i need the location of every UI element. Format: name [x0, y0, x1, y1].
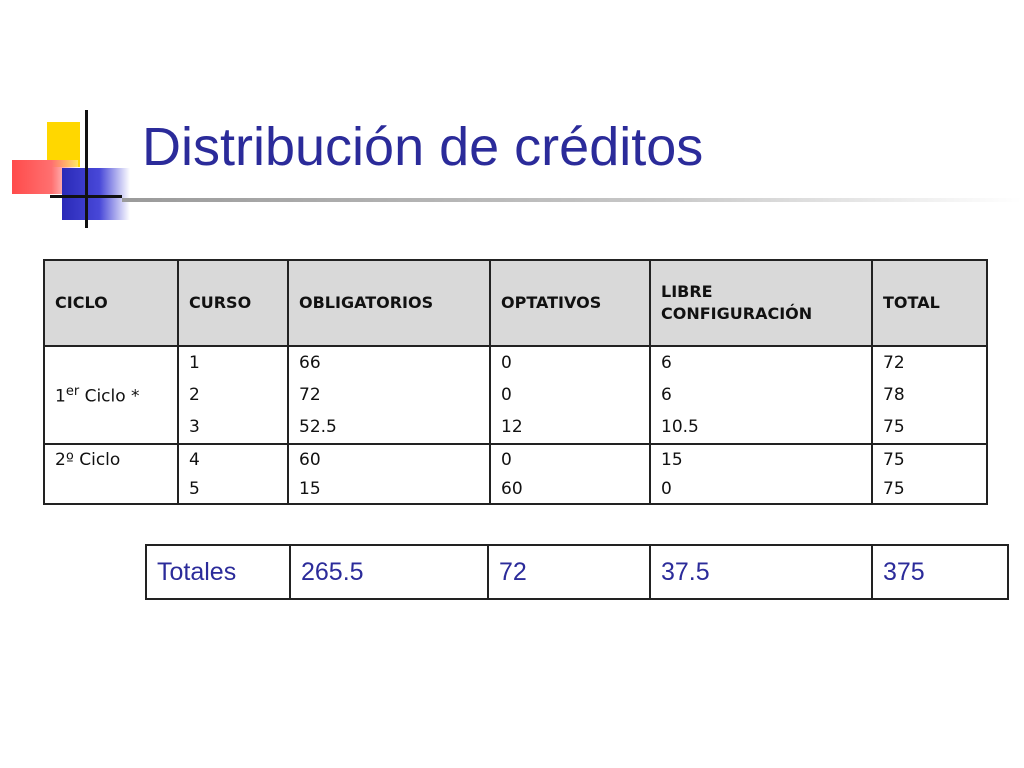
cell-libre: 0	[649, 474, 873, 504]
totals-total: 375	[871, 544, 1009, 600]
cell-total: 75	[871, 411, 988, 444]
cell-curso: 2	[177, 379, 289, 411]
ciclo2-group: 2º Ciclo 4 60 0 15 75 5 15 60 0 75	[43, 443, 988, 504]
totals-label: Totales	[145, 544, 291, 600]
cell-optativos: 12	[489, 411, 651, 444]
cell-obligatorios: 60	[287, 443, 491, 474]
cell-curso: 5	[177, 474, 289, 504]
table-row: 1er Ciclo * 1 66 0 6 72	[43, 346, 988, 444]
cell-libre: 15	[649, 443, 873, 474]
logo-vertical-line	[85, 110, 88, 228]
cell-curso: 4	[177, 443, 289, 474]
header-ciclo: CICLO	[43, 259, 179, 347]
logo-yellow-square	[47, 122, 80, 167]
ciclo2-label: 2º Ciclo	[43, 443, 179, 504]
cell-libre: 6	[649, 379, 873, 411]
cell-total: 75	[871, 474, 988, 504]
totals-optativos: 72	[487, 544, 651, 600]
cell-optativos: 0	[489, 379, 651, 411]
header-optativos: OPTATIVOS	[489, 259, 651, 347]
cell-total: 75	[871, 443, 988, 474]
table-row: 3 52.5 12 10.5 75	[44, 411, 988, 444]
cell-optativos: 0	[489, 443, 651, 474]
totals-row: Totales 265.5 72 37.5 375	[145, 544, 1009, 600]
cell-libre: 10.5	[649, 411, 873, 444]
cell-total: 72	[871, 346, 988, 379]
header-obligatorios: OBLIGATORIOS	[287, 259, 491, 347]
header-libre-line1: LIBRE	[661, 282, 713, 301]
credits-header-row: CICLO CURSO OBLIGATORIOS OPTATIVOS LIBRE…	[43, 259, 988, 347]
table-row: 5 15 60 0 75	[44, 474, 988, 504]
header-total: TOTAL	[871, 259, 988, 347]
logo-blue-square	[62, 168, 130, 220]
credits-table: CICLO CURSO OBLIGATORIOS OPTATIVOS LIBRE…	[43, 259, 988, 505]
totals-libre: 37.5	[649, 544, 873, 600]
cell-obligatorios: 52.5	[287, 411, 491, 444]
totals-table: Totales 265.5 72 37.5 375	[145, 544, 1009, 600]
cell-libre: 6	[649, 346, 873, 379]
cell-total: 78	[871, 379, 988, 411]
logo-horizontal-line	[50, 195, 122, 198]
decorative-logo	[0, 0, 140, 240]
totals-obligatorios: 265.5	[289, 544, 489, 600]
slide-title: Distribución de créditos	[142, 117, 704, 177]
table-row: 2º Ciclo 4 60 0 15 75	[43, 443, 988, 504]
header-curso: CURSO	[177, 259, 289, 347]
title-underline	[122, 198, 1022, 202]
header-libre-line2: CONFIGURACIÓN	[661, 304, 813, 323]
cell-optativos: 60	[489, 474, 651, 504]
ciclo1-group: 1er Ciclo * 1 66 0 6 72 2 72 0 6 78 3 52…	[43, 346, 988, 444]
ciclo1-label: 1er Ciclo *	[43, 346, 179, 444]
cell-obligatorios: 15	[287, 474, 491, 504]
cell-optativos: 0	[489, 346, 651, 379]
table-row: 2 72 0 6 78	[44, 379, 988, 411]
cell-obligatorios: 66	[287, 346, 491, 379]
cell-curso: 1	[177, 346, 289, 379]
header-libre-configuracion: LIBRE CONFIGURACIÓN	[649, 259, 873, 347]
cell-curso: 3	[177, 411, 289, 444]
cell-obligatorios: 72	[287, 379, 491, 411]
